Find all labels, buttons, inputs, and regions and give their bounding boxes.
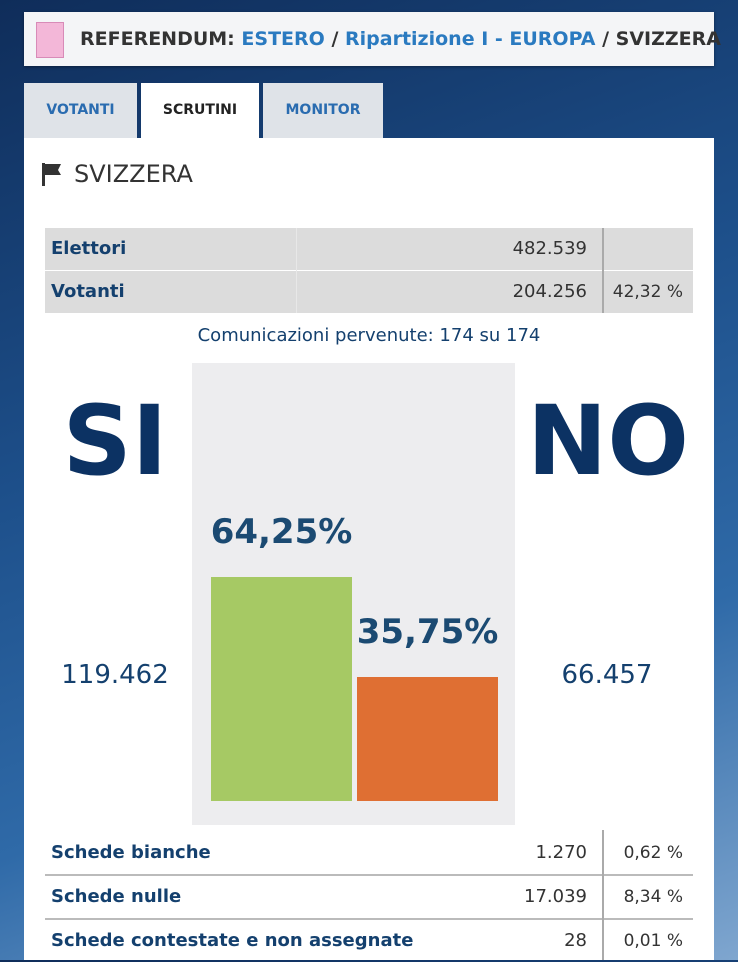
bar	[357, 676, 498, 801]
row-label: Votanti	[51, 281, 125, 302]
row-value: 1.270	[535, 842, 587, 863]
row-percent: 0,62 %	[623, 843, 683, 863]
tab[interactable]: VOTANTI	[24, 83, 137, 138]
flag-icon	[42, 163, 61, 186]
row-value: 482.539	[512, 238, 587, 259]
tab[interactable]: MONITOR	[263, 83, 383, 138]
no-votes: 66.457	[561, 660, 653, 690]
percent-label: 35,75%	[356, 611, 499, 652]
header: REFERENDUM: ESTERO / Ripartizione I - EU…	[24, 12, 721, 66]
row-label: Schede nulle	[51, 886, 182, 907]
row-label: Schede bianche	[51, 842, 211, 863]
row-percent: 8,34 %	[623, 887, 683, 907]
referendum-icon	[36, 22, 64, 58]
column-divider	[602, 830, 604, 960]
breadcrumb-link[interactable]: ESTERO	[241, 28, 325, 50]
breadcrumb: REFERENDUM: ESTERO / Ripartizione I - EU…	[80, 12, 721, 66]
tab[interactable]: SCRUTINI	[141, 83, 259, 138]
row-percent: 0,01 %	[623, 931, 683, 951]
bar	[211, 577, 352, 801]
yes-label: SI	[62, 385, 168, 497]
ballot-row: Schede nulle 17.039 8,34 %	[45, 876, 693, 920]
column-divider	[602, 228, 604, 313]
breadcrumb-separator: /	[602, 28, 610, 50]
row-percent: 42,32 %	[612, 282, 683, 302]
column-divider	[296, 228, 297, 313]
ballot-row: Schede bianche 1.270 0,62 %	[45, 832, 693, 876]
section-title: SVIZZERA	[74, 160, 193, 188]
ballot-row: Schede contestate e non assegnate 28 0,0…	[45, 920, 693, 962]
breadcrumb-link[interactable]: Ripartizione I - EUROPA	[345, 28, 596, 50]
yes-votes: 119.462	[61, 660, 169, 690]
communications: Comunicazioni pervenute: 174 su 174	[197, 325, 541, 346]
row-value: 17.039	[524, 886, 587, 907]
breadcrumb-separator: /	[331, 28, 339, 50]
row-value: 28	[564, 930, 587, 951]
turnout-row: Votanti 204.256 42,32 %	[45, 271, 693, 313]
row-label: Schede contestate e non assegnate	[51, 930, 414, 951]
percent-label: 64,25%	[210, 512, 353, 553]
turnout-row: Elettori 482.539	[45, 228, 693, 270]
breadcrumb-prefix: REFERENDUM:	[80, 28, 235, 50]
no-label: NO	[527, 385, 689, 497]
row-value: 204.256	[512, 281, 587, 302]
row-label: Elettori	[51, 238, 127, 259]
breadcrumb-current: SVIZZERA	[615, 28, 721, 50]
